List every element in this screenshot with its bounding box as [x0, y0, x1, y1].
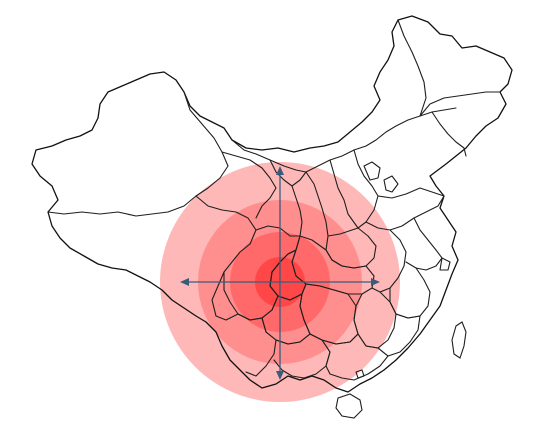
arrow-north-icon: [276, 166, 284, 175]
border-jiangsu-east: [405, 217, 443, 271]
border-northeast: [419, 91, 501, 117]
border-xinjiang-tibet: [47, 195, 197, 217]
arrow-east-icon: [371, 278, 380, 286]
border-jilin-liaoning: [431, 111, 467, 157]
border-shaanxi-west: [291, 185, 303, 237]
border-shaanxi-east: [305, 171, 329, 237]
border-sichuan: [223, 225, 301, 321]
crosshair: [180, 166, 380, 380]
country-outline: [31, 15, 513, 393]
border-northeast-inner: [397, 19, 427, 117]
border-hongkong: [355, 369, 365, 379]
border-yunnan: [215, 313, 277, 377]
border-neimeng-south: [305, 107, 457, 173]
arrow-west-icon: [180, 278, 189, 286]
border-tianjin: [383, 175, 399, 193]
island-hainan: [335, 393, 363, 419]
border-ningxia: [269, 159, 307, 187]
border-guangdong: [321, 333, 389, 381]
border-shanxi-east: [329, 159, 349, 215]
border-shanghai: [439, 257, 451, 271]
arrow-south-icon: [276, 371, 284, 380]
border-qinghai-gansu: [221, 151, 277, 219]
province-borders: [31, 15, 513, 419]
border-tibet-east: [195, 195, 257, 317]
border-fujian: [377, 313, 421, 357]
island-taiwan: [451, 321, 467, 359]
border-beijing: [363, 161, 381, 181]
